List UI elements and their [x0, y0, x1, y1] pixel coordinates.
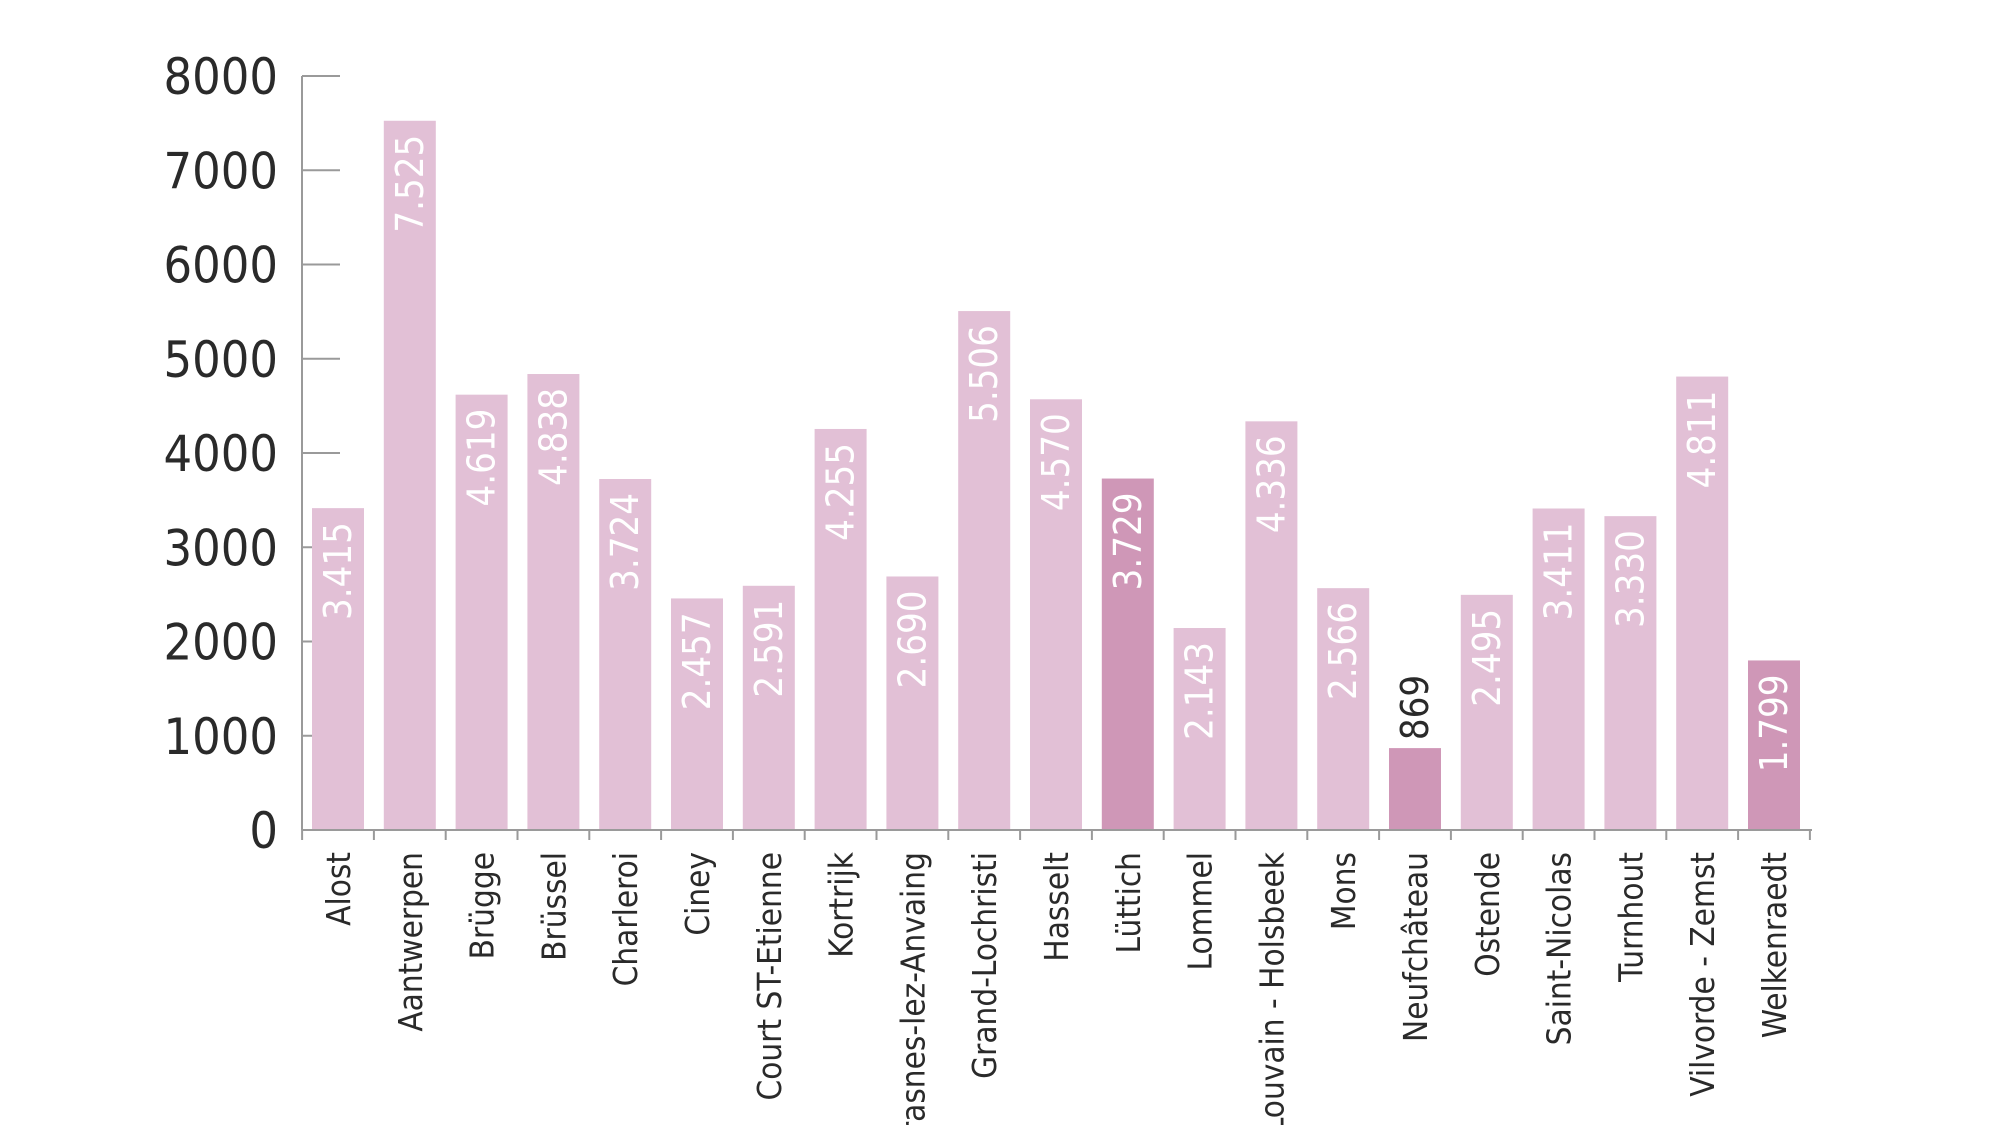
bar-value-label: 2.495	[1465, 609, 1509, 707]
bar-value-label: 2.591	[747, 600, 791, 698]
x-tick-label: Brügge	[463, 852, 502, 959]
bar	[1101, 478, 1154, 830]
y-tick-label: 5000	[164, 331, 278, 389]
x-tick-label: Welkenraedt	[1755, 852, 1794, 1038]
bar-value-label: 3.330	[1608, 530, 1652, 628]
x-tick-label: Ciney	[678, 852, 717, 936]
y-tick-label: 4000	[164, 425, 278, 483]
bar-value-label: 4.838	[531, 388, 575, 486]
bar	[383, 120, 436, 831]
x-axis: Alost Aantwerpen Brügge Brüssel Charleroi Cin…	[301, 829, 1812, 1125]
x-tick-label: Brüssel	[534, 852, 573, 961]
bar-value-label: 5.506	[962, 325, 1006, 423]
x-tick-label: Mons	[1324, 852, 1363, 930]
bar	[1676, 376, 1729, 830]
y-tick-label: 1000	[164, 708, 278, 766]
y-tick-label: 3000	[164, 519, 278, 577]
bar	[1389, 748, 1441, 830]
bar	[1317, 588, 1370, 830]
bar-value-label: 3.415	[316, 522, 360, 620]
bar-value-label: 1.799	[1752, 674, 1796, 772]
bar	[886, 576, 939, 830]
bar-value-label: 869	[1393, 675, 1437, 740]
x-tick-label: Charleroi	[606, 852, 645, 986]
y-axis: 0 1000 2000 3000 4000 5000 6000 7000 8000	[164, 48, 340, 860]
bar	[1173, 628, 1226, 830]
y-tick-label: 2000	[164, 614, 278, 672]
x-tick-label: Neufchâteau	[1396, 852, 1435, 1042]
bar	[814, 428, 867, 830]
bar	[312, 508, 364, 830]
bar	[742, 585, 795, 830]
x-tick-label: Frasnes-lez-Anvaing	[893, 852, 932, 1125]
bar-value-label: 2.690	[890, 590, 934, 688]
bar-value-label: 3.724	[603, 493, 647, 591]
x-tick-label: Lüttich	[1109, 852, 1148, 953]
bar	[958, 311, 1011, 830]
bar-value-label: 2.566	[1321, 602, 1365, 700]
bar-value-label: 4.570	[1034, 413, 1078, 511]
x-tick-label: Ostende	[1468, 852, 1507, 977]
bars: 3.415 7.525 4.619 4.838 3.724 2.457 2.591 4.255…	[312, 120, 1800, 831]
bar	[1604, 516, 1657, 830]
bar	[1748, 660, 1800, 830]
x-tick-label: Louvain - Holsbeek	[1252, 851, 1291, 1125]
x-tick-label: Alost	[319, 852, 358, 926]
bar-value-label: 2.457	[675, 612, 719, 710]
bar-value-label: 4.811	[1680, 391, 1724, 489]
bar	[1030, 399, 1082, 830]
bar	[671, 598, 723, 830]
bar	[527, 374, 580, 830]
bar-value-label: 3.729	[1106, 493, 1150, 591]
bar-value-label: 4.619	[460, 409, 504, 507]
x-tick-label: Lommel	[1181, 852, 1220, 970]
bar	[599, 479, 652, 830]
x-tick-label: Saint-Nicolas	[1540, 852, 1579, 1045]
x-tick-label: Kortrijk	[822, 851, 861, 958]
y-tick-label: 7000	[164, 142, 278, 200]
x-tick-label: Grand-Lochristi	[965, 852, 1004, 1079]
bar	[1532, 508, 1585, 830]
bar	[455, 394, 508, 830]
x-tick-label: Turnhout	[1611, 852, 1650, 983]
x-tick-label: Hasselt	[1037, 852, 1076, 962]
bar-value-label: 4.336	[1249, 435, 1293, 533]
bar	[1245, 421, 1298, 830]
bar-value-label: 4.255	[819, 443, 863, 541]
bar-value-label: 3.411	[1537, 523, 1581, 621]
bar	[1460, 594, 1513, 830]
bar-value-label: 7.525	[388, 135, 432, 233]
x-tick-label: Court ST-Etienne	[750, 852, 789, 1100]
y-tick-label: 8000	[164, 48, 278, 106]
y-tick-label: 6000	[164, 237, 278, 295]
x-tick-label: Aantwerpen	[391, 852, 430, 1032]
bar-value-label: 2.143	[1178, 642, 1222, 740]
y-tick-label: 0	[249, 802, 278, 860]
x-tick-label: Vilvorde - Zemst	[1683, 852, 1722, 1097]
